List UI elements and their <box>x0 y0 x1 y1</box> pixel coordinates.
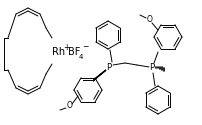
Text: O: O <box>67 102 73 110</box>
Text: BF: BF <box>68 47 80 57</box>
Text: −: − <box>82 42 88 51</box>
Polygon shape <box>93 70 106 81</box>
Text: P: P <box>149 64 155 72</box>
Text: 4: 4 <box>79 54 83 60</box>
Text: +: + <box>63 42 69 51</box>
Text: P: P <box>106 62 112 72</box>
Text: O: O <box>147 16 153 24</box>
Text: Rh: Rh <box>52 47 65 57</box>
